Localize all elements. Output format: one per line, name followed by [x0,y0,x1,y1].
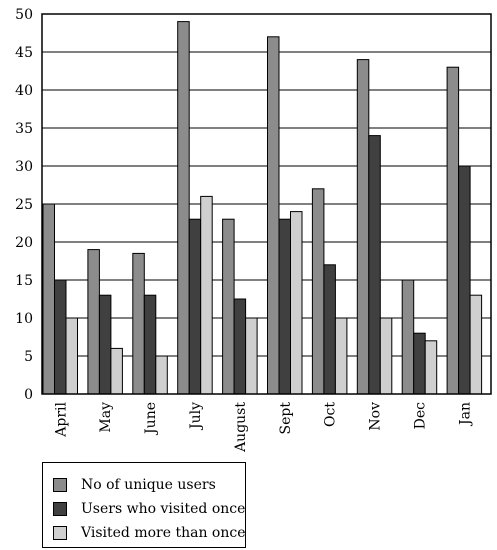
y-tick-label: 40 [15,83,33,99]
legend-item-unique-users: No of unique users [53,477,216,493]
bar-may-series-3 [110,347,123,395]
y-tick-label: 30 [15,159,33,175]
bar-dec-series-2 [413,332,426,395]
bar-jan-series-3 [469,294,483,395]
x-tick-label: Dec [412,402,428,430]
x-tick-label: Jan [457,402,473,427]
legend-item-visited-more: Visited more than once [53,525,246,541]
y-tick-label: 35 [15,121,33,137]
bar-april-series-2 [54,279,67,395]
bar-oct-series-3 [334,317,348,395]
y-tick-label: 15 [15,273,33,289]
bar-nov-series-1 [356,59,370,395]
x-tick-label: Oct [323,402,339,427]
bar-june-series-3 [155,355,168,395]
x-tick-label: August [233,402,249,453]
legend-swatch-visited-more [53,526,67,540]
x-tick-label: Sept [278,402,294,435]
y-tick-label: 0 [24,387,33,403]
y-tick-label: 45 [15,45,33,61]
bar-oct-series-1 [311,188,325,395]
bar-august-series-1 [222,218,235,395]
bar-jan-series-1 [446,66,460,395]
bar-oct-series-2 [323,264,336,395]
plot-frame [41,13,492,395]
legend-item-visited-once: Users who visited once [53,501,245,517]
y-tick-label: 10 [15,311,33,327]
bar-june-series-2 [143,294,157,395]
y-tick-label: 50 [15,7,33,23]
bar-sept-series-3 [290,211,303,395]
x-tick-label: April [53,401,69,437]
legend-label-unique-users: No of unique users [81,477,216,493]
bar-sept-series-1 [267,36,280,395]
bar-jan-series-2 [458,165,471,395]
legend-swatch-unique-users [53,478,67,492]
bar-dec-series-1 [401,279,415,395]
bar-april-series-3 [65,317,78,395]
legend-label-visited-more: Visited more than once [81,525,246,541]
bar-dec-series-3 [424,340,438,395]
bar-july-series-2 [188,218,202,395]
x-tick-label: Nov [368,402,384,431]
bar-may-series-2 [98,294,112,395]
bar-june-series-1 [132,252,145,395]
x-tick-label: June [143,402,159,436]
x-tick-label: May [98,402,114,433]
y-tick-label: 5 [24,349,33,365]
bar-chart: 0 5 10 15 20 25 30 35 40 45 50 April May June July Augu… [15,7,492,453]
bar-august-series-3 [245,317,258,395]
bar-nov-series-3 [379,317,393,395]
bar-sept-series-2 [278,218,291,395]
y-tick-label: 25 [15,197,33,213]
bar-may-series-1 [87,249,100,395]
bar-august-series-2 [233,298,247,395]
bar-nov-series-2 [368,135,381,395]
legend: No of unique users Users who visited onc… [42,462,246,548]
legend-swatch-visited-once [53,502,67,516]
legend-label-visited-once: Users who visited once [81,501,246,517]
bar-july-series-3 [200,195,213,395]
bar-july-series-1 [177,21,190,395]
bar-april-series-1 [42,203,55,395]
y-tick-label: 20 [15,235,33,251]
x-tick-label: July [188,402,204,431]
